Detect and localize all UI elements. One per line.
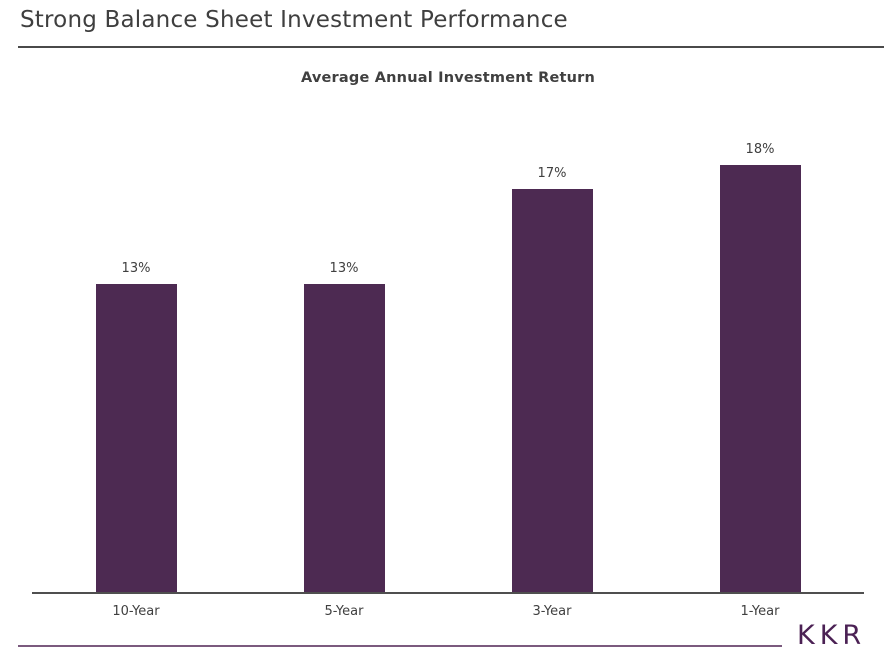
kkr-logo: KKR: [797, 620, 867, 651]
x-axis-labels: 10-Year 5-Year 3-Year 1-Year: [32, 604, 864, 619]
bar-group: 13%: [32, 261, 240, 592]
page-title: Strong Balance Sheet Investment Performa…: [20, 7, 568, 33]
bar: [719, 165, 801, 592]
bar-group: 18%: [656, 142, 864, 592]
x-axis-tick-label: 3-Year: [532, 604, 572, 619]
bar-group: 17%: [448, 166, 656, 592]
bar: [511, 189, 593, 592]
bar-value-label: 18%: [745, 142, 775, 158]
x-axis-tick-label: 10-Year: [112, 604, 160, 619]
bar-value-label: 13%: [329, 261, 359, 277]
bar-value-label: 17%: [537, 166, 567, 182]
bar: [303, 284, 385, 592]
bar-chart: 13% 13% 17% 18%: [32, 110, 864, 594]
title-divider: [18, 46, 884, 48]
footer-divider: [18, 645, 782, 647]
chart-title: Average Annual Investment Return: [300, 70, 596, 86]
bar-value-label: 13%: [121, 261, 151, 277]
bar-group: 13%: [240, 261, 448, 592]
bar: [95, 284, 177, 592]
x-axis-tick-label: 1-Year: [740, 604, 780, 619]
x-axis-tick-label: 5-Year: [324, 604, 364, 619]
